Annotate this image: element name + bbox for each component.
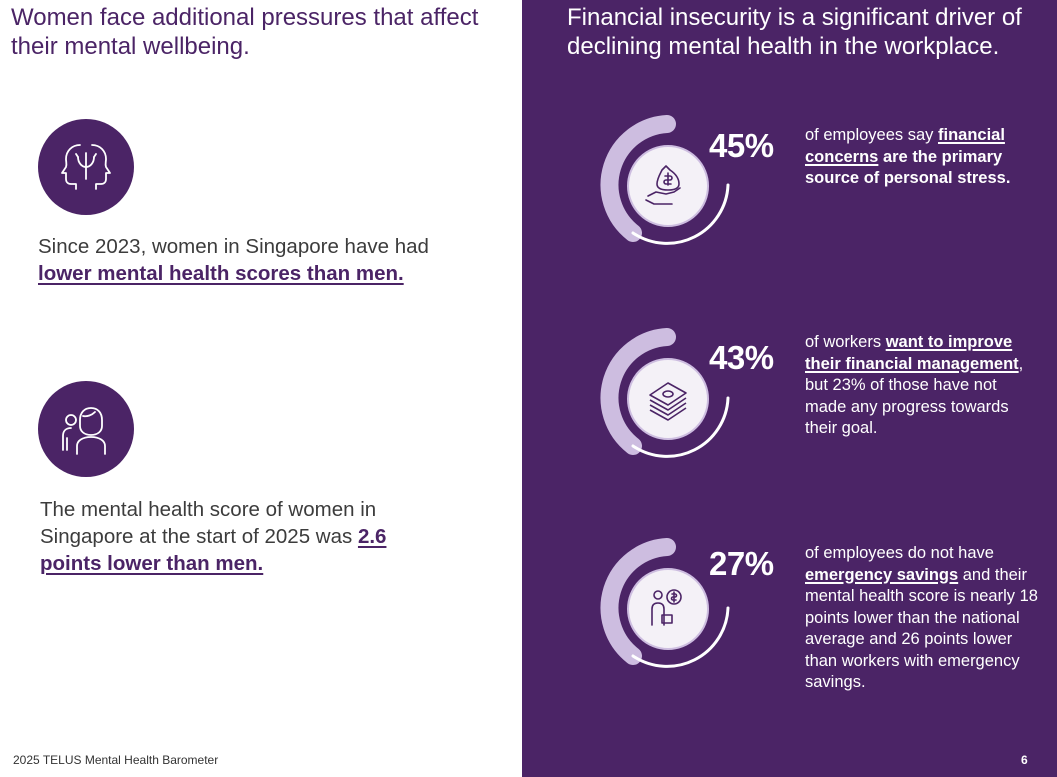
- ring-thick-arc: [600, 538, 676, 665]
- ring-thin-arc: [631, 183, 730, 245]
- financial-stat-2-text: of workers want to improve their financi…: [805, 332, 1040, 440]
- stat-3-b1: emergency savings: [805, 565, 959, 584]
- financial-stat-1-text: of employees say financial concerns are …: [805, 125, 1040, 190]
- stat-2-p2: , but 23% of those have not made any pro…: [805, 354, 1024, 438]
- women-stat-1-plain: Since 2023, women in Singapore have had: [38, 235, 429, 258]
- ring-gauge-1: [600, 115, 730, 245]
- stat-2-b1: want to improve their financial manageme…: [805, 333, 1019, 373]
- percent-2: 43%: [709, 339, 774, 376]
- women-stat-1-text: Since 2023, women in Singapore have had …: [38, 233, 438, 287]
- left-title: Women face additional pressures that aff…: [11, 4, 479, 60]
- ring-thin-arc: [631, 606, 730, 668]
- stat-1-p1: of employees say: [805, 126, 938, 144]
- stat-2-p1: of workers: [805, 333, 886, 351]
- percent-3: 27%: [709, 545, 774, 582]
- woman-people-icon: [38, 381, 134, 477]
- person-dollar-icon: [651, 589, 682, 626]
- stat-3-p1: of employees do not have: [805, 544, 994, 562]
- stat-1-b1: financial concerns: [805, 126, 1005, 166]
- money-bag-hand-icon: [645, 165, 681, 205]
- women-stat-2-text: The mental health score of women in Sing…: [40, 496, 420, 577]
- page-number: 6: [1021, 753, 1028, 767]
- ring-thick-arc: [600, 115, 676, 242]
- footer-source: 2025 TELUS Mental Health Barometer: [13, 753, 219, 767]
- cash-stack-icon: [649, 382, 687, 421]
- ring-thin-arc: [631, 396, 730, 458]
- stat-3-p2: and their mental health score is nearly …: [805, 565, 1038, 692]
- ring-gauge-2: [600, 328, 730, 458]
- women-stat-1-emphasis: lower mental health scores than men.: [38, 262, 404, 285]
- percent-1: 45%: [709, 127, 774, 164]
- stat-1-b2: are the primary source of personal stres…: [805, 147, 1011, 188]
- ring-gauge-3: [600, 538, 730, 668]
- financial-stat-3-text: of employees do not have emergency savin…: [805, 543, 1040, 694]
- right-title: Financial insecurity is a significant dr…: [567, 4, 1022, 60]
- women-stat-2-emphasis: 2.6 points lower than men.: [40, 525, 387, 575]
- women-stat-2-plain: The mental health score of women in Sing…: [40, 498, 377, 548]
- ring-thick-arc: [600, 328, 676, 455]
- mind-head-icon: [38, 119, 134, 215]
